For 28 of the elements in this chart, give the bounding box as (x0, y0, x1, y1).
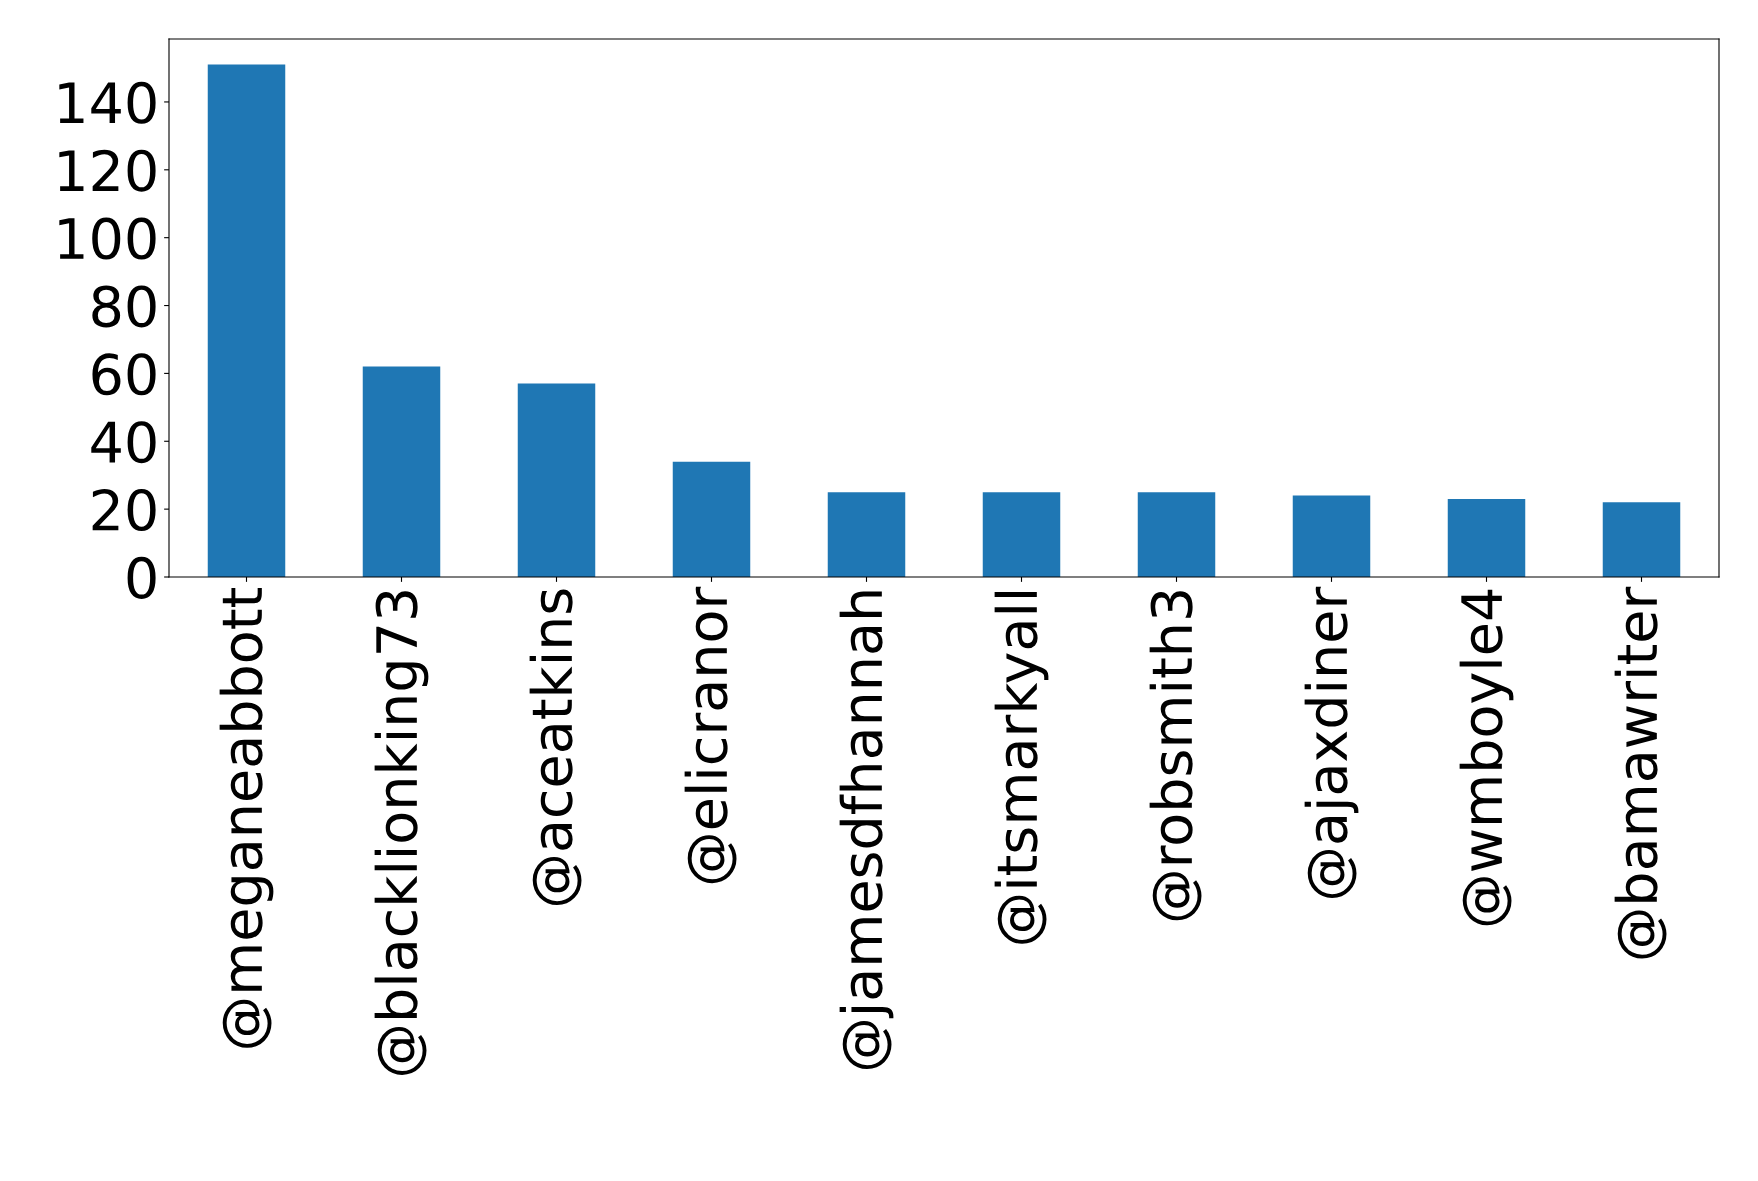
y-tick-label: 0 (127, 556, 156, 599)
y-tick-label: 140 (59, 81, 156, 124)
x-tick-label: @elicranor (684, 586, 737, 884)
bar (1447, 498, 1526, 577)
x-tick-label: @meganeabbott (219, 588, 274, 1048)
bar (1602, 502, 1681, 577)
x-tick-label: @wmboyle4 (1459, 589, 1514, 926)
y-tick-label: 80 (92, 285, 156, 328)
bar (982, 492, 1061, 577)
bar (672, 461, 751, 577)
x-tick-label: @robsmith3 (1149, 591, 1202, 921)
bar (362, 366, 441, 577)
bar (1292, 495, 1371, 577)
y-tick-label: 60 (92, 353, 156, 396)
y-tick-label: 100 (59, 217, 156, 260)
bar (1137, 492, 1216, 577)
x-tick-label: @bamawriter (1614, 586, 1667, 959)
x-tick-label: @aceatkins (529, 589, 582, 905)
bar (517, 383, 596, 577)
x-tick-label: @itsmarkyall (994, 591, 1049, 944)
x-tick-label: @blacklionking73 (374, 591, 429, 1075)
y-tick-label: 20 (92, 489, 156, 532)
bar (207, 64, 286, 577)
bar (827, 492, 906, 577)
y-tick-label: 40 (91, 421, 156, 464)
x-tick-label: @ajaxdiner (1304, 586, 1359, 898)
y-tick-label: 120 (59, 149, 156, 192)
x-tick-label: @jamesdfhannah (839, 591, 894, 1070)
